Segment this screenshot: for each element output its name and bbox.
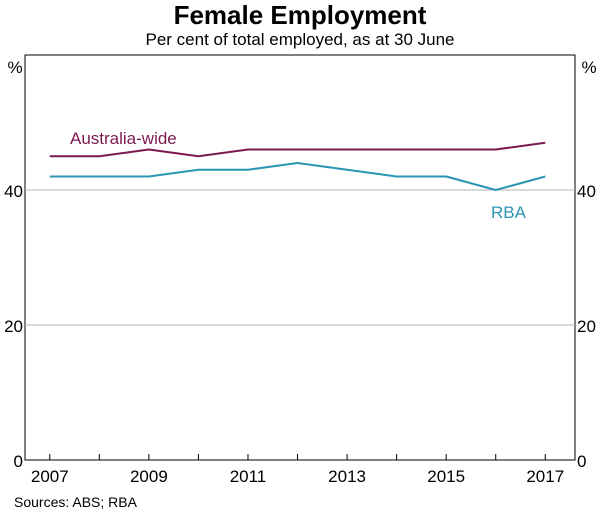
y-tick-label-right-40: 40 — [577, 182, 596, 201]
series-line-rba — [49, 162, 546, 191]
tick-labels: 0 0 20 20 40 40 2007 2009 2011 2013 2015 2017 — [4, 182, 596, 486]
x-tick-label-2011: 2011 — [230, 467, 267, 486]
x-tick-label-2017: 2017 — [526, 467, 564, 486]
x-tick-label-2009: 2009 — [130, 467, 168, 486]
y-tick-label-right-0: 0 — [577, 452, 586, 471]
axis-ticks — [49, 454, 546, 460]
y-tick-label-right-20: 20 — [577, 317, 596, 336]
legend-label-australia-wide: Australia-wide — [70, 129, 177, 148]
y-tick-label-left-40: 40 — [4, 182, 23, 201]
right-unit-label: % — [581, 58, 596, 77]
series-lines — [49, 141, 546, 191]
series-line-australia-wide — [49, 141, 546, 158]
y-tick-label-left-0: 0 — [14, 452, 23, 471]
legend-label-rba: RBA — [491, 203, 527, 222]
left-unit-label: % — [7, 58, 22, 77]
gridlines — [25, 189, 575, 326]
x-tick-label-2007: 2007 — [31, 467, 69, 486]
x-tick-label-2013: 2013 — [328, 467, 366, 486]
chart-title: Female Employment — [173, 0, 427, 30]
chart-subtitle: Per cent of total employed, as at 30 Jun… — [145, 30, 455, 49]
x-tick-label-2015: 2015 — [427, 467, 465, 486]
y-tick-label-left-20: 20 — [4, 317, 23, 336]
source-note: Sources: ABS; RBA — [14, 494, 137, 510]
plot-frame — [24, 54, 576, 461]
